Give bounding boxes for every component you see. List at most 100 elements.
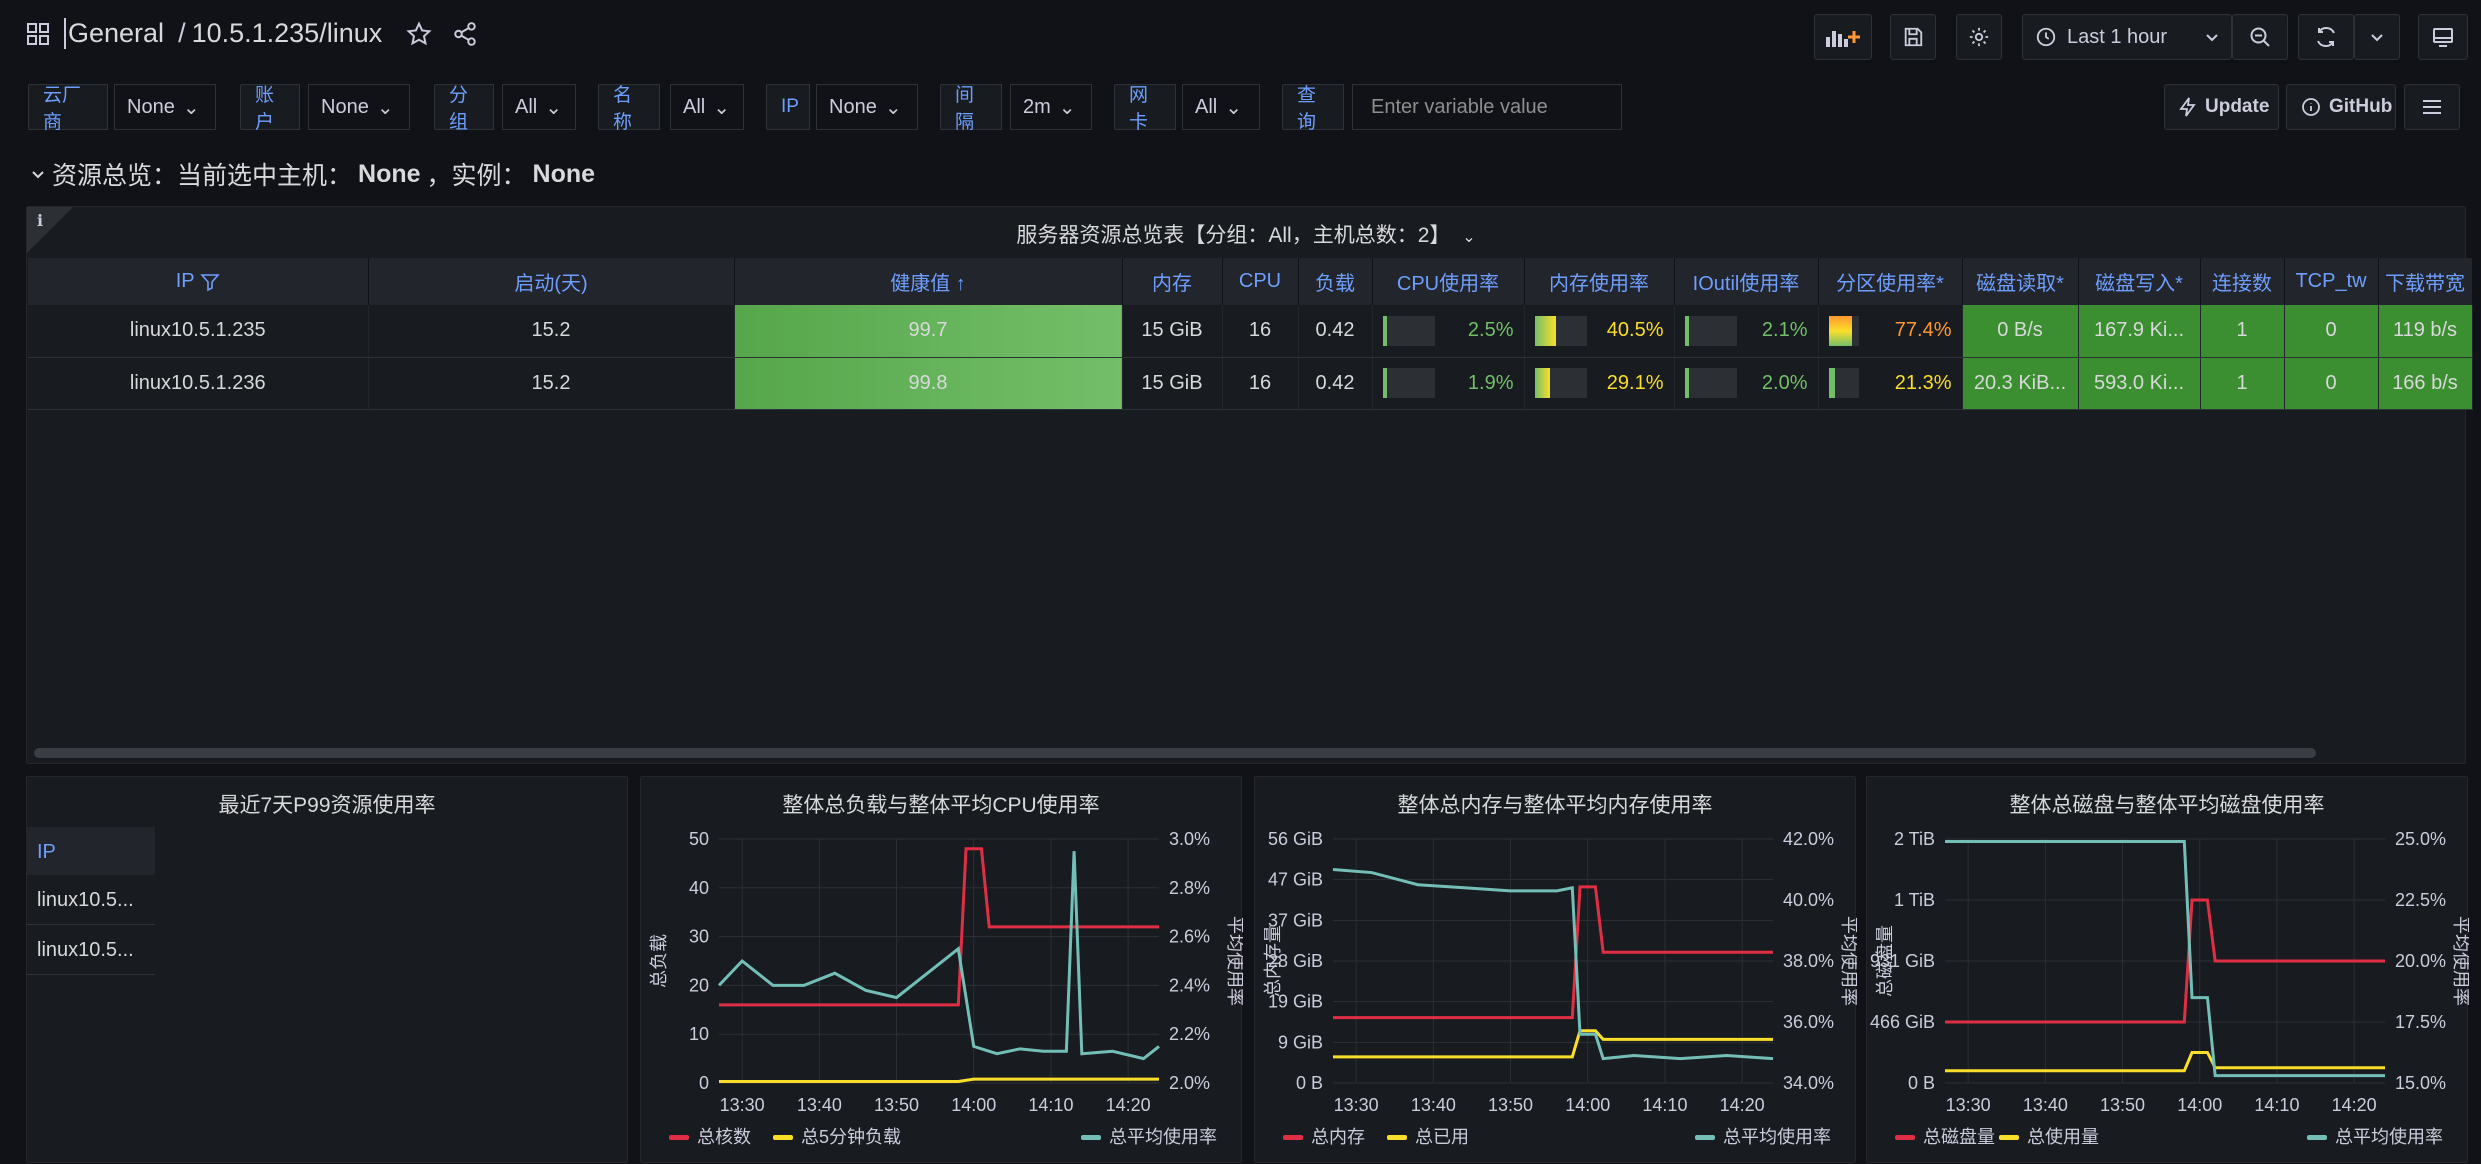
y-right-tick-label: 2.8% [1169, 878, 1210, 898]
y-right-tick-label: 3.0% [1169, 829, 1210, 849]
star-icon[interactable] [406, 20, 432, 47]
var-select-cloud[interactable]: None ⌄ [114, 84, 216, 130]
save-dashboard-button[interactable] [1890, 14, 1936, 60]
y-right-tick-label: 17.5% [2395, 1012, 2446, 1032]
breadcrumb-folder[interactable]: General [64, 18, 164, 49]
p99-header-ip[interactable]: IP [27, 827, 155, 875]
col-header-tcp-tw[interactable]: TCP_tw [2284, 258, 2379, 305]
legend-label: 总5分钟负载 [801, 1127, 901, 1147]
col-header-cpu-pct[interactable]: CPU使用率 [1372, 258, 1525, 305]
var-select-group[interactable]: All ⌄ [502, 84, 576, 130]
table-header-row: IP 启动(天) 健康值 ↑ 内存 CPU 负载 CPU使用率 内存使用率 IO… [28, 258, 2473, 305]
x-tick-label: 14:10 [2254, 1095, 2299, 1115]
legend-label: 总核数 [697, 1127, 751, 1147]
col-header-health[interactable]: 健康值 ↑ [734, 258, 1123, 305]
update-link-button[interactable]: Update [2164, 84, 2279, 130]
filter-icon[interactable] [200, 272, 220, 292]
menu-button[interactable] [2404, 84, 2460, 130]
col-header-ip[interactable]: IP [28, 258, 369, 305]
var-select-ip[interactable]: None ⌄ [816, 84, 918, 130]
chart-title[interactable]: 整体总内存与整体平均内存使用率 [1397, 794, 1713, 817]
cell-health: 99.7 [734, 305, 1123, 358]
dashboards-grid-icon[interactable] [26, 22, 50, 46]
refresh-button[interactable] [2298, 14, 2354, 60]
col-header-mem[interactable]: 内存 [1122, 258, 1223, 305]
add-panel-icon [1824, 25, 1862, 49]
row-title-instance: None [532, 159, 596, 188]
query-input[interactable]: Enter variable value [1352, 84, 1622, 130]
tv-mode-button[interactable] [2418, 14, 2468, 60]
github-link-button[interactable]: GitHub [2286, 84, 2396, 130]
cell-ip[interactable]: linux10.5.1.236 [28, 357, 369, 410]
col-header-disk-read[interactable]: 磁盘读取* [1962, 258, 2079, 305]
var-select-account[interactable]: None ⌄ [308, 84, 410, 130]
io-pct-value: 2.0% [1761, 371, 1808, 394]
cpu-gauge [1382, 368, 1435, 398]
var-select-name[interactable]: All ⌄ [670, 84, 744, 130]
y-right-tick-label: 2.6% [1169, 927, 1210, 947]
panel-info-corner[interactable] [27, 207, 73, 253]
gauge-fill [1828, 368, 1835, 398]
table-row[interactable]: linux10.5.1.236 15.2 99.8 15 GiB 16 0.42… [28, 357, 2473, 410]
series-line [1333, 885, 1773, 1020]
list-item[interactable]: linux10.5... [27, 925, 155, 975]
io-gauge [1684, 368, 1737, 398]
var-value-group: All [515, 95, 538, 118]
cell-disk-read: 0 B/s [1962, 305, 2079, 358]
y-left-tick-label: 9 GiB [1278, 1032, 1323, 1052]
col-header-part-pct[interactable]: 分区使用率* [1818, 258, 1963, 305]
cell-disk-read: 20.3 KiB... [1962, 357, 2079, 410]
gauge-fill [1684, 368, 1689, 398]
table-row[interactable]: linux10.5.1.235 15.2 99.7 15 GiB 16 0.42… [28, 305, 2473, 358]
y-right-axis-title: 平均使用率 [2451, 916, 2469, 1006]
chart-title[interactable]: 整体总负载与整体平均CPU使用率 [782, 794, 1100, 817]
table-horizontal-scrollbar[interactable] [34, 748, 2316, 758]
refresh-interval-dropdown[interactable] [2354, 14, 2400, 60]
dashboard-title[interactable]: 10.5.1.235/linux [191, 18, 383, 48]
x-tick-label: 13:30 [720, 1095, 765, 1115]
var-select-interval[interactable]: 2m ⌄ [1010, 84, 1092, 130]
y-right-tick-label: 15.0% [2395, 1073, 2446, 1093]
row-header[interactable]: 资源总览：当前选中主机： None ，实例： None [30, 156, 595, 192]
chart-title[interactable]: 整体总磁盘与整体平均磁盘使用率 [2009, 794, 2325, 817]
col-header-mem-pct[interactable]: 内存使用率 [1524, 258, 1675, 305]
legend-swatch [1081, 1135, 1101, 1140]
x-tick-label: 14:20 [1106, 1095, 1151, 1115]
cell-disk-write: 593.0 Ki... [2078, 357, 2201, 410]
list-item[interactable]: linux10.5... [27, 875, 155, 925]
var-label-interval: 间隔 [940, 84, 1002, 133]
col-header-conn[interactable]: 连接数 [2200, 258, 2285, 305]
var-select-nic[interactable]: All ⌄ [1182, 84, 1260, 130]
y-right-tick-label: 2.0% [1169, 1073, 1210, 1093]
zoom-out-button[interactable] [2232, 14, 2288, 60]
legend-swatch [773, 1135, 793, 1140]
series-line [717, 851, 1160, 1061]
x-tick-label: 13:40 [2023, 1095, 2068, 1115]
add-panel-button[interactable] [1814, 14, 1872, 60]
col-header-disk-write[interactable]: 磁盘写入* [2078, 258, 2201, 305]
cell-conn: 1 [2200, 305, 2285, 358]
col-header-load[interactable]: 负载 [1298, 258, 1373, 305]
cell-ip[interactable]: linux10.5.1.235 [28, 305, 369, 358]
gauge-fill [1382, 368, 1387, 398]
x-tick-label: 13:40 [797, 1095, 842, 1115]
cell-mem: 15 GiB [1122, 305, 1223, 358]
sort-asc-icon: ↑ [955, 273, 966, 295]
clock-icon [2035, 26, 2057, 48]
col-header-download[interactable]: 下载带宽 [2378, 258, 2473, 305]
dashboard-settings-button[interactable] [1956, 14, 2002, 60]
y-left-tick-label: 28 GiB [1268, 951, 1323, 971]
p99-panel-title[interactable]: 最近7天P99资源使用率 [218, 794, 436, 817]
cpu-gauge [1382, 315, 1435, 346]
legend-swatch [1387, 1135, 1407, 1140]
cpu-pct-value: 1.9% [1467, 371, 1514, 394]
y-left-tick-label: 47 GiB [1268, 870, 1323, 890]
overview-panel-title[interactable]: 服务器资源总览表【分组：All，主机总数：2】 ⌄ [27, 219, 2465, 249]
share-icon[interactable] [452, 21, 478, 47]
chevron-down-icon: ⌄ [182, 96, 200, 119]
cpu-pct-value: 2.5% [1467, 319, 1514, 342]
time-picker-button[interactable]: Last 1 hour [2022, 14, 2232, 60]
col-header-io-pct[interactable]: IOutil使用率 [1674, 258, 1819, 305]
col-header-cpu[interactable]: CPU [1222, 258, 1299, 305]
col-header-uptime[interactable]: 启动(天) [368, 258, 735, 305]
